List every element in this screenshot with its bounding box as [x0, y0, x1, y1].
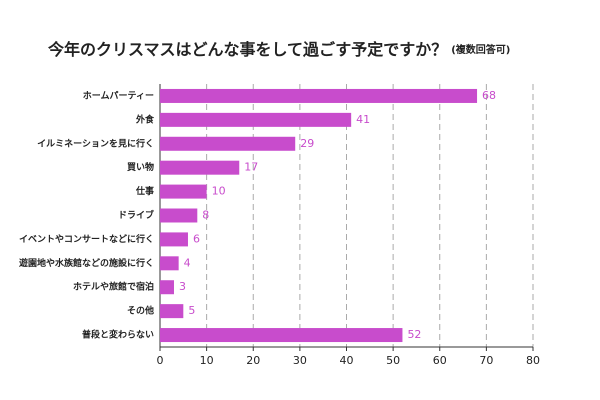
bar [160, 232, 188, 247]
bar [160, 88, 478, 103]
bar [160, 280, 174, 295]
y-tick-label: 遊園地や水族館などの施設に行く [19, 257, 154, 269]
bar [160, 160, 240, 175]
y-tick-label: 買い物 [127, 161, 154, 173]
y-tick-label: 外食 [135, 113, 155, 125]
x-tick-label: 10 [200, 354, 214, 367]
bar [160, 256, 179, 271]
chart-title: 今年のクリスマスはどんな事をして過ごす予定ですか？ (複数回答可) [47, 40, 510, 59]
y-tick-label: ドライブ [118, 209, 154, 221]
bar [160, 112, 352, 127]
x-tick-label: 40 [340, 354, 354, 367]
value-label: 10 [212, 185, 226, 198]
bar [160, 208, 198, 223]
bar [160, 184, 207, 199]
y-tick-label: 普段と変わらない [82, 329, 154, 341]
y-tick-label: イルミネーションを見に行く [37, 137, 154, 149]
x-tick-label: 70 [479, 354, 493, 367]
value-label: 6 [193, 232, 200, 245]
y-tick-label: 仕事 [135, 185, 154, 197]
value-label: 29 [300, 137, 314, 150]
y-tick-label: ホテルや旅館で宿泊 [73, 281, 154, 293]
bar [160, 328, 403, 343]
value-label: 5 [188, 304, 195, 317]
x-tick-label: 60 [433, 354, 447, 367]
y-tick-label: イベントやコンサートなどに行く [19, 233, 154, 245]
y-tick-label: ホームパーティー [83, 89, 154, 101]
value-label: 41 [356, 113, 370, 126]
value-label: 3 [179, 280, 186, 293]
title-text: 今年のクリスマスはどんな事をして過ごす予定ですか？ [47, 40, 447, 59]
x-tick-label: 80 [526, 354, 540, 367]
value-label: 17 [244, 161, 258, 174]
x-tick-label: 50 [386, 354, 400, 367]
x-tick-label: 30 [293, 354, 307, 367]
value-label: 4 [184, 256, 191, 269]
subtitle-text: (複数回答可) [451, 43, 510, 56]
bar [160, 136, 296, 151]
y-tick-label: その他 [127, 305, 154, 317]
value-label: 52 [407, 328, 421, 341]
bar [160, 304, 184, 319]
x-tick-label: 20 [246, 354, 260, 367]
value-label: 8 [202, 209, 209, 222]
x-tick-label: 0 [157, 354, 164, 367]
value-label: 68 [482, 89, 496, 102]
